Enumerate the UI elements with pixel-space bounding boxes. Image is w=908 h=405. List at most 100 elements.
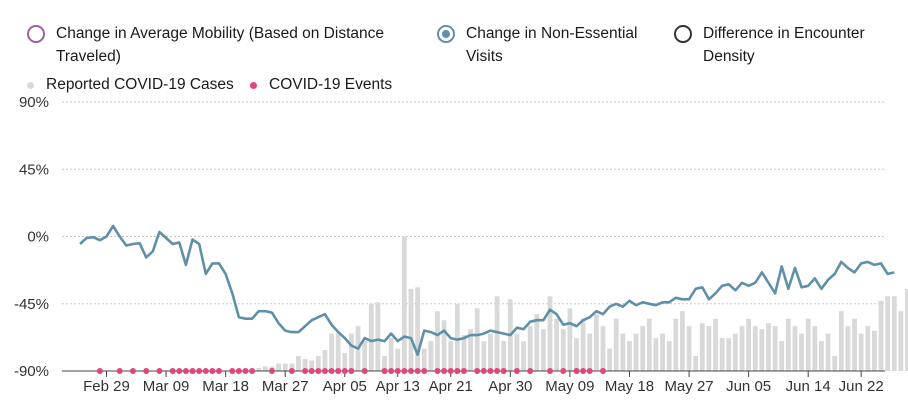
case-bar[interactable]: [282, 363, 288, 371]
case-bar[interactable]: [898, 311, 904, 371]
event-dot[interactable]: [182, 368, 189, 374]
event-dot[interactable]: [388, 368, 395, 374]
event-dot[interactable]: [196, 368, 203, 374]
event-dot[interactable]: [447, 368, 454, 374]
event-dot[interactable]: [315, 368, 322, 374]
case-bar[interactable]: [322, 350, 328, 371]
case-bar[interactable]: [845, 326, 851, 371]
event-dot[interactable]: [454, 368, 461, 374]
event-dot[interactable]: [500, 368, 507, 374]
case-bar[interactable]: [719, 338, 725, 371]
case-bar[interactable]: [276, 363, 281, 371]
event-dot[interactable]: [288, 368, 295, 374]
event-dot[interactable]: [580, 368, 587, 374]
case-bar[interactable]: [329, 333, 334, 371]
case-bar[interactable]: [799, 333, 804, 371]
event-dot[interactable]: [527, 368, 534, 374]
case-bar[interactable]: [388, 338, 394, 371]
case-bar[interactable]: [408, 288, 414, 371]
case-bar[interactable]: [587, 333, 593, 371]
case-bar[interactable]: [660, 333, 665, 371]
event-dot[interactable]: [96, 368, 103, 374]
case-bar[interactable]: [600, 326, 606, 371]
case-bar[interactable]: [335, 333, 341, 371]
case-bar[interactable]: [554, 318, 560, 371]
case-bar[interactable]: [812, 326, 818, 371]
event-dot[interactable]: [268, 368, 275, 374]
case-bar[interactable]: [296, 356, 301, 371]
case-bar[interactable]: [461, 335, 467, 371]
event-dot[interactable]: [480, 368, 487, 374]
event-dot[interactable]: [321, 368, 328, 374]
case-bar[interactable]: [593, 314, 599, 371]
case-bar[interactable]: [779, 341, 785, 371]
case-bar[interactable]: [428, 341, 434, 371]
legend-series-1[interactable]: Change in Average Mobility (Based on Dis…: [27, 22, 412, 68]
event-dot[interactable]: [129, 368, 136, 374]
event-dot[interactable]: [421, 368, 428, 374]
event-dot[interactable]: [394, 368, 401, 374]
event-dot[interactable]: [328, 368, 335, 374]
case-bar[interactable]: [673, 318, 679, 371]
case-bar[interactable]: [501, 341, 507, 371]
case-bar[interactable]: [494, 296, 500, 371]
event-dot[interactable]: [401, 368, 408, 374]
case-bar[interactable]: [878, 300, 884, 371]
event-dot[interactable]: [408, 368, 414, 374]
event-dot[interactable]: [414, 368, 421, 374]
case-bar[interactable]: [375, 302, 381, 371]
event-dot[interactable]: [335, 368, 342, 374]
case-bar[interactable]: [514, 333, 520, 371]
event-dot[interactable]: [229, 368, 236, 374]
case-bar[interactable]: [256, 368, 262, 371]
case-bar[interactable]: [838, 311, 844, 371]
event-dot[interactable]: [586, 368, 593, 374]
case-bar[interactable]: [653, 338, 659, 371]
case-bar[interactable]: [607, 348, 612, 371]
case-bar[interactable]: [759, 329, 765, 371]
case-bar[interactable]: [805, 318, 811, 371]
event-dot[interactable]: [560, 368, 567, 374]
case-bar[interactable]: [309, 360, 315, 371]
event-dot[interactable]: [202, 368, 209, 374]
legend-series-3[interactable]: Difference in Encounter Density: [674, 22, 894, 68]
case-bar[interactable]: [441, 320, 447, 371]
case-bar[interactable]: [302, 359, 308, 371]
case-bar[interactable]: [891, 296, 897, 371]
event-dot[interactable]: [176, 368, 183, 374]
case-bar[interactable]: [620, 333, 626, 371]
case-bar[interactable]: [739, 326, 745, 371]
event-dot[interactable]: [116, 368, 123, 374]
case-bar[interactable]: [746, 318, 752, 371]
case-bar[interactable]: [567, 308, 573, 371]
case-bar[interactable]: [726, 338, 732, 371]
event-dot[interactable]: [434, 368, 441, 374]
case-bar[interactable]: [872, 330, 877, 371]
case-bar[interactable]: [633, 333, 639, 371]
event-dot[interactable]: [494, 368, 501, 374]
case-bar[interactable]: [547, 296, 553, 371]
event-dot[interactable]: [599, 368, 606, 374]
event-dot[interactable]: [308, 368, 315, 374]
case-bar[interactable]: [342, 353, 348, 371]
case-bar[interactable]: [560, 329, 566, 371]
case-bar[interactable]: [401, 236, 407, 372]
event-dot[interactable]: [513, 368, 520, 374]
case-bar[interactable]: [521, 341, 526, 371]
case-bar[interactable]: [315, 356, 321, 371]
event-dot[interactable]: [487, 368, 494, 374]
radio-density-icon[interactable]: [674, 25, 692, 43]
case-bar[interactable]: [580, 318, 586, 371]
case-bar[interactable]: [382, 356, 387, 371]
event-dot[interactable]: [249, 368, 256, 374]
case-bar[interactable]: [699, 323, 705, 371]
case-bar[interactable]: [362, 341, 368, 371]
case-bar[interactable]: [541, 329, 546, 371]
case-bar[interactable]: [732, 333, 738, 371]
case-bar[interactable]: [435, 311, 440, 371]
case-bar[interactable]: [693, 356, 699, 371]
case-bar[interactable]: [772, 326, 778, 371]
case-bar[interactable]: [627, 341, 632, 371]
event-dot[interactable]: [573, 368, 580, 374]
event-dot[interactable]: [216, 368, 223, 374]
